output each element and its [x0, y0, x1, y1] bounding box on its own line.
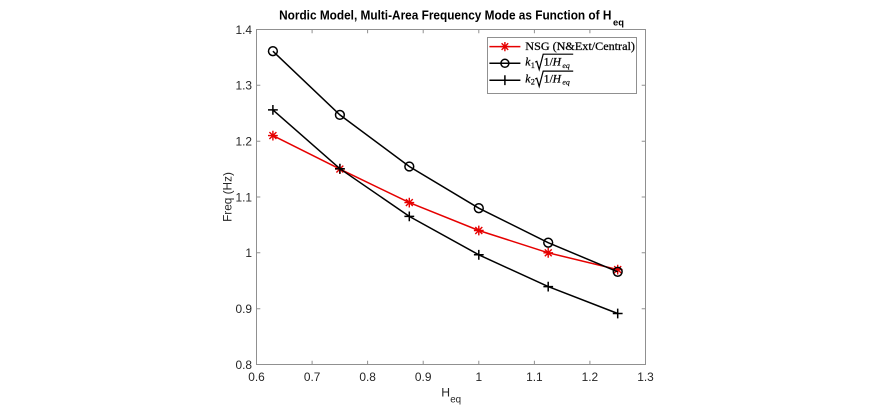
svg-text:1/: 1/	[544, 72, 554, 85]
svg-text:k: k	[525, 55, 531, 68]
svg-text:eq: eq	[613, 16, 624, 27]
svg-text:0.9: 0.9	[235, 302, 252, 316]
svg-text:1: 1	[475, 370, 482, 384]
svg-text:0.7: 0.7	[304, 370, 321, 384]
svg-text:1.4: 1.4	[235, 23, 252, 37]
svg-text:NSG (N&Ext/Central): NSG (N&Ext/Central)	[525, 40, 635, 53]
svg-text:1.1: 1.1	[526, 370, 543, 384]
svg-text:1.3: 1.3	[235, 79, 252, 93]
svg-text:H: H	[441, 386, 450, 400]
svg-text:Nordic Model, Multi-Area Frequ: Nordic Model, Multi-Area Frequency Mode …	[279, 9, 611, 23]
svg-text:1.2: 1.2	[235, 135, 252, 149]
svg-text:0.6: 0.6	[248, 370, 265, 384]
svg-text:eq: eq	[562, 61, 569, 70]
svg-text:0.8: 0.8	[235, 358, 252, 372]
svg-text:eq: eq	[450, 394, 461, 405]
svg-text:1: 1	[531, 61, 535, 70]
svg-text:k: k	[525, 72, 531, 85]
svg-text:eq: eq	[562, 78, 569, 87]
svg-text:2: 2	[531, 78, 535, 87]
svg-text:H: H	[552, 55, 562, 68]
svg-text:Freq (Hz): Freq (Hz)	[221, 172, 235, 222]
svg-text:1.1: 1.1	[235, 190, 252, 204]
svg-text:0.9: 0.9	[415, 370, 432, 384]
svg-text:1.3: 1.3	[637, 370, 654, 384]
svg-text:H: H	[552, 72, 562, 85]
svg-text:1/: 1/	[544, 55, 554, 68]
svg-text:1: 1	[245, 246, 252, 260]
svg-text:1.2: 1.2	[582, 370, 599, 384]
svg-text:0.8: 0.8	[359, 370, 376, 384]
